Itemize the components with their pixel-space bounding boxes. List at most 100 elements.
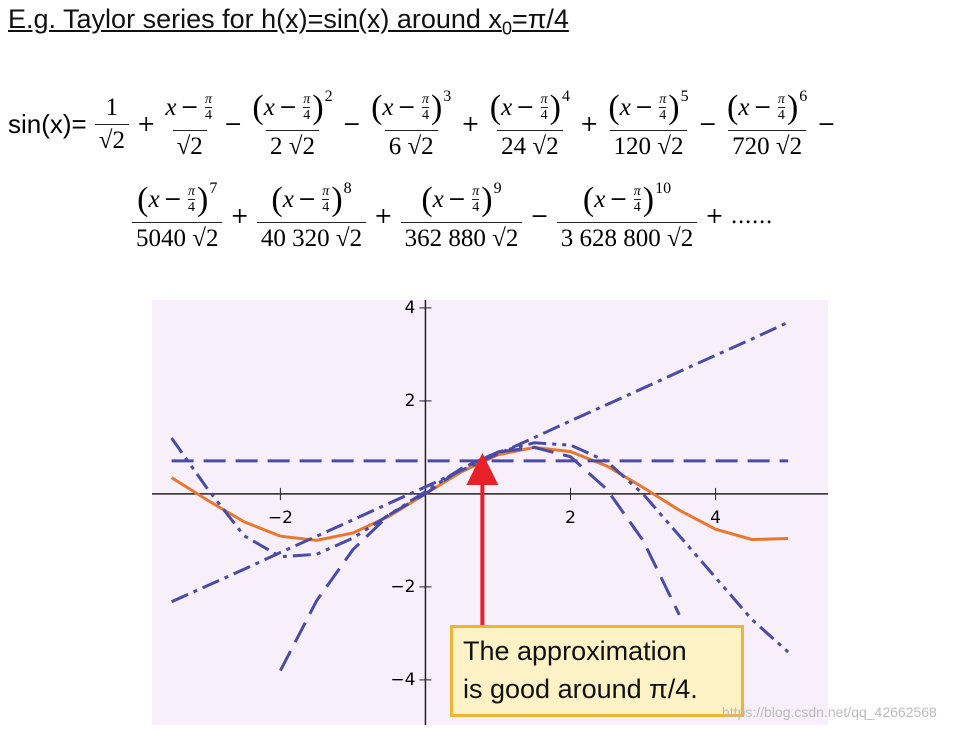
y-tick-label: 4 bbox=[405, 298, 416, 318]
y-tick-label: −2 bbox=[390, 577, 415, 597]
numerator: (x − π 4) 3 bbox=[369, 88, 453, 130]
numerator: (x − π 4) 8 bbox=[269, 180, 353, 222]
paren: ) bbox=[668, 88, 680, 126]
paren: ) bbox=[786, 88, 799, 126]
paren: ( bbox=[489, 88, 502, 126]
paren: ) bbox=[549, 88, 561, 126]
four: 4 bbox=[659, 107, 667, 123]
fraction: (x − π 4) 8 40 320 √2 bbox=[256, 180, 367, 253]
numerator: (x − π 4) 4 bbox=[488, 88, 572, 130]
pi: π bbox=[472, 184, 480, 199]
fraction: 1 √2 bbox=[94, 94, 129, 155]
minus: − bbox=[634, 95, 654, 120]
fraction: (x − π 4) 5 120 √2 bbox=[606, 88, 690, 161]
operator: + bbox=[579, 111, 599, 137]
exponent: 7 bbox=[209, 179, 218, 197]
numerator: (x − π 4) 9 bbox=[419, 180, 503, 222]
four: 4 bbox=[777, 107, 785, 123]
minus: − bbox=[447, 187, 467, 212]
four: 4 bbox=[633, 199, 641, 215]
title: E.g. Taylor series for h(x)=sin(x) aroun… bbox=[8, 4, 569, 39]
pi: π bbox=[659, 92, 667, 107]
variable: x bbox=[619, 93, 631, 121]
operator: − bbox=[223, 111, 243, 137]
minus: − bbox=[753, 95, 772, 120]
numerator: (x − π 4) 6 bbox=[725, 88, 809, 130]
variable: x bbox=[501, 93, 513, 121]
formula-row: sin(x)= 1 √2 + x − π 4 √2−(x − π 4) 2 2 √2−(x − π 4) 3 6 √… bbox=[8, 74, 844, 174]
exponent: 9 bbox=[493, 179, 502, 197]
variable: x bbox=[432, 185, 444, 213]
pi: π bbox=[777, 92, 785, 107]
four: 4 bbox=[472, 199, 480, 215]
minus: − bbox=[397, 95, 416, 120]
variable: x bbox=[282, 185, 294, 213]
operator: + bbox=[136, 111, 156, 137]
paren: ) bbox=[481, 180, 493, 218]
numerator: 1 bbox=[104, 94, 121, 124]
variable: x bbox=[594, 185, 606, 213]
paren: ( bbox=[371, 88, 383, 126]
paren: ( bbox=[727, 88, 739, 126]
curve bbox=[170, 320, 789, 604]
base: x − π 4 bbox=[501, 88, 550, 128]
minus: − bbox=[278, 95, 298, 120]
title-end: =π/4 bbox=[511, 4, 569, 34]
numerator-text: 1 bbox=[105, 93, 119, 121]
base: x − π 4 bbox=[283, 180, 332, 220]
variable: x bbox=[263, 93, 275, 121]
exponent: 4 bbox=[561, 87, 570, 105]
operator: − bbox=[698, 111, 718, 137]
annotation-line: The approximation bbox=[463, 636, 687, 666]
denominator: 362 880 √2 bbox=[400, 221, 523, 253]
x-tick-label: −2 bbox=[268, 508, 293, 528]
numerator: (x − π 4) 2 bbox=[250, 88, 334, 130]
exponent: 3 bbox=[443, 87, 452, 105]
paren: ) bbox=[642, 180, 655, 218]
denominator: 720 √2 bbox=[728, 129, 807, 161]
numerator: (x − π 4) 10 bbox=[581, 180, 673, 222]
pi: π bbox=[204, 92, 212, 107]
operator: − bbox=[817, 111, 836, 137]
variable: x bbox=[148, 185, 160, 213]
fraction: (x − π 4) 9 362 880 √2 bbox=[400, 180, 523, 253]
base: x − π 4 bbox=[148, 180, 197, 220]
minus: − bbox=[297, 187, 317, 212]
pi: π bbox=[303, 92, 311, 107]
pi: π bbox=[540, 92, 548, 107]
pi: π bbox=[633, 184, 641, 199]
paren: ( bbox=[271, 180, 283, 218]
paren: ) bbox=[197, 180, 209, 218]
minus: − bbox=[180, 95, 199, 120]
title-subscript: 0 bbox=[501, 18, 512, 39]
denominator: √2 bbox=[94, 123, 129, 155]
base: x − π 4 bbox=[620, 88, 669, 128]
paren: ( bbox=[252, 88, 264, 126]
formula-lhs: sin(x)= bbox=[8, 108, 87, 139]
fraction: (x − π 4) 7 5040 √2 bbox=[132, 179, 223, 253]
x-tick-label: 4 bbox=[710, 508, 721, 528]
formula-tail: + ...... bbox=[705, 203, 773, 229]
numerator: x − π 4 bbox=[163, 88, 216, 130]
pi: π bbox=[421, 92, 429, 107]
exponent: 10 bbox=[655, 179, 672, 197]
operator: + bbox=[374, 203, 393, 229]
paren: ) bbox=[430, 88, 443, 126]
y-tick-label: −4 bbox=[390, 670, 415, 690]
base: x − π 4 bbox=[433, 180, 482, 220]
base: x − π 4 bbox=[264, 88, 313, 128]
fraction: (x − π 4) 10 3 628 800 √2 bbox=[556, 180, 698, 253]
fraction: (x − π 4) 2 2 √2 bbox=[250, 88, 334, 161]
paren: ( bbox=[421, 180, 433, 218]
title-text: E.g. Taylor series for h(x)=sin(x) aroun… bbox=[8, 4, 502, 34]
denominator: 5040 √2 bbox=[132, 221, 223, 253]
minus: − bbox=[609, 187, 628, 212]
paren: ) bbox=[331, 180, 343, 218]
